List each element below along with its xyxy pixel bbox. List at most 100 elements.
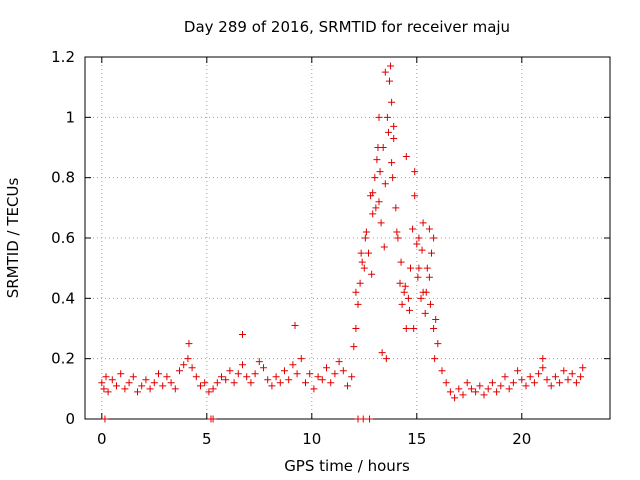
- data-point: [121, 385, 129, 393]
- data-point: [314, 373, 322, 381]
- data-point: [335, 358, 343, 366]
- data-point: [410, 325, 418, 332]
- data-point: [402, 325, 410, 332]
- data-point: [117, 370, 125, 378]
- data-point: [382, 355, 390, 363]
- data-point: [535, 370, 543, 378]
- data-point: [352, 288, 360, 296]
- data-point: [505, 385, 513, 393]
- data-point: [213, 379, 221, 387]
- data-point: [539, 355, 547, 363]
- data-point: [411, 192, 419, 200]
- data-point: [446, 388, 454, 396]
- y-tick-label: 0.8: [51, 169, 75, 187]
- data-point: [428, 249, 435, 257]
- data-point: [400, 288, 408, 296]
- data-point: [375, 198, 383, 206]
- data-point: [331, 370, 339, 378]
- data-point: [401, 282, 409, 290]
- data-point: [386, 77, 393, 85]
- data-point: [100, 385, 108, 393]
- x-tick-label: 5: [202, 430, 212, 448]
- data-point: [572, 379, 580, 387]
- data-point: [281, 367, 288, 375]
- data-point: [393, 228, 401, 236]
- data-point: [388, 98, 396, 106]
- data-point: [388, 159, 396, 167]
- axis-ticks: 0 5 10 15 20 0 0.2 0.4 0.6 0.8 1 1.2: [51, 48, 610, 448]
- data-point: [384, 128, 392, 136]
- data-point: [302, 379, 309, 387]
- data-point: [192, 373, 200, 381]
- data-point: [348, 373, 356, 381]
- data-point: [222, 376, 230, 384]
- data-point: [371, 174, 379, 182]
- data-point: [404, 294, 412, 302]
- data-point: [150, 379, 158, 387]
- data-point: [493, 388, 501, 396]
- data-point: [234, 370, 242, 378]
- data-point: [102, 373, 110, 381]
- data-point: [381, 68, 389, 76]
- data-point: [509, 379, 517, 387]
- data-point: [442, 379, 450, 387]
- data-point: [414, 273, 422, 281]
- data-point: [543, 376, 551, 384]
- data-point: [476, 382, 484, 390]
- data-point: [522, 382, 530, 390]
- data-point: [264, 376, 272, 384]
- data-point: [568, 370, 576, 378]
- data-point: [425, 273, 433, 281]
- data-point: [159, 382, 167, 390]
- data-point: [579, 364, 587, 372]
- data-point: [394, 234, 402, 242]
- data-point: [551, 373, 559, 381]
- data-point: [374, 144, 382, 151]
- data-point: [402, 153, 410, 161]
- data-point: [577, 373, 585, 381]
- data-point: [339, 367, 347, 375]
- data-point: [171, 385, 179, 393]
- data-point: [129, 373, 137, 381]
- data-point: [415, 234, 423, 242]
- data-point: [397, 258, 405, 266]
- data-point: [430, 325, 438, 332]
- data-point: [163, 373, 171, 381]
- data-point: [396, 279, 404, 287]
- y-tick-label: 0.4: [51, 289, 75, 307]
- data-point: [372, 204, 380, 212]
- data-point: [484, 385, 492, 393]
- data-point: [389, 174, 397, 182]
- data-point: [180, 361, 188, 369]
- data-point: [556, 379, 564, 387]
- data-point: [451, 394, 459, 402]
- data-point: [426, 300, 434, 308]
- data-point: [142, 376, 150, 384]
- data-point: [297, 355, 305, 363]
- data-point: [276, 379, 284, 387]
- y-tick-label: 1.2: [51, 48, 75, 66]
- data-point: [358, 258, 366, 266]
- data-point: [98, 379, 106, 387]
- data-point: [310, 385, 318, 393]
- data-point: [251, 370, 259, 378]
- data-point: [285, 376, 293, 384]
- data-point: [530, 379, 538, 387]
- data-point: [260, 364, 267, 372]
- data-point: [239, 361, 246, 369]
- data-point: [323, 364, 330, 372]
- y-axis-label: SRMTID / TECUs: [4, 178, 22, 299]
- data-point: [380, 243, 388, 251]
- data-point: [230, 379, 238, 387]
- data-point: [209, 415, 217, 423]
- data-point: [381, 180, 389, 188]
- data-point: [526, 373, 534, 381]
- data-point: [268, 382, 276, 390]
- x-axis-label: GPS time / hours: [284, 457, 410, 475]
- data-point: [226, 367, 234, 375]
- data-point: [362, 228, 370, 236]
- y-tick-label: 1: [65, 108, 75, 126]
- data-point: [407, 264, 414, 272]
- x-tick-label: 20: [512, 430, 531, 448]
- data-point: [417, 294, 425, 302]
